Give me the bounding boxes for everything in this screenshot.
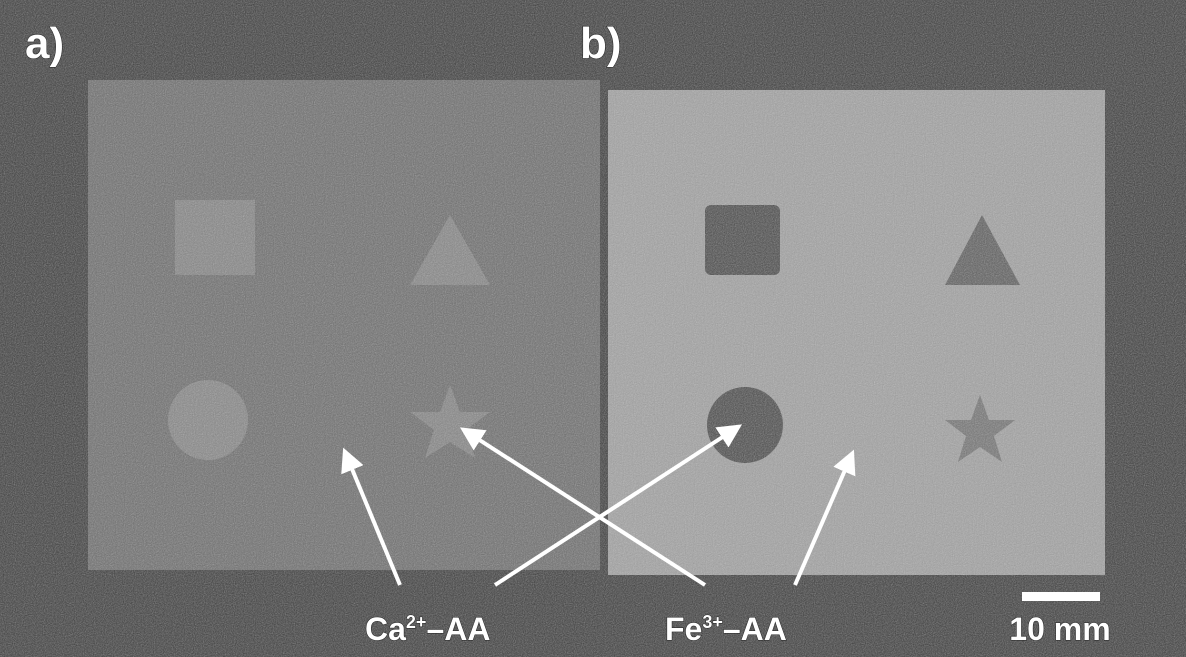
panel-label: b): [580, 19, 622, 68]
figure: a) b) Ca2+–AA Fe3+–AA 10 mm: [0, 0, 1186, 657]
page: a) b) Ca2+–AA Fe3+–AA 10 mm (() => { con…: [0, 0, 1186, 657]
annotation-sup: 2+: [406, 612, 427, 632]
annotation-base: Ca: [365, 611, 406, 647]
annotation-sup: 3+: [702, 612, 723, 632]
annotation-suffix: –AA: [723, 611, 787, 647]
scale-label: 10 mm: [1009, 611, 1110, 647]
annotation-base: Fe: [665, 611, 702, 647]
scale-bar: [1022, 592, 1100, 601]
annotation: Ca2+–AA: [365, 611, 490, 647]
annotation: Fe3+–AA: [665, 611, 787, 647]
panel-label: a): [25, 19, 64, 68]
annotation-suffix: –AA: [426, 611, 490, 647]
noise-overlay: [0, 0, 1186, 657]
